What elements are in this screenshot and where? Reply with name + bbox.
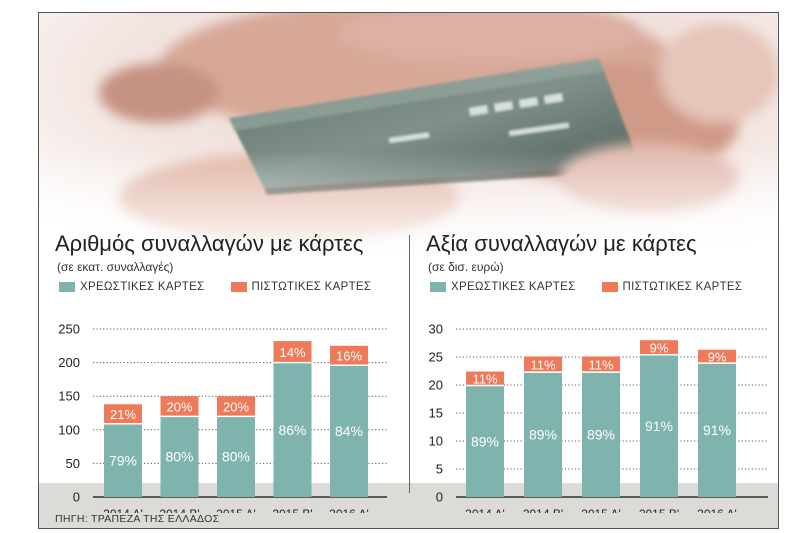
y-tick-label: 5 [436, 462, 443, 477]
debit-share-label: 79% [109, 452, 137, 468]
y-tick-label: 30 [429, 322, 443, 337]
debit-share-label: 86% [278, 422, 306, 438]
x-tick-label: 2015 Α' [581, 507, 621, 513]
infographic-frame: Αριθμός συναλλαγών με κάρτες (σε εκατ. σ… [38, 12, 779, 529]
debit-bar [273, 362, 312, 497]
legend-debit-label: ΧΡΕΩΣΤΙΚΕΣ ΚΑΡΤΕΣ [451, 281, 576, 293]
source-note: ΠΗΓΗ: ΤΡΑΠΕΖΑ ΤΗΣ ΕΛΛΑΔΟΣ [55, 513, 220, 525]
legend-item-credit: ΠΙΣΤΩΤΙΚΕΣ ΚΑΡΤΕΣ [230, 281, 372, 293]
credit-bar [466, 371, 504, 386]
y-tick-label: 100 [58, 422, 80, 437]
debit-share-label: 89% [587, 427, 615, 443]
debit-bar [160, 416, 199, 497]
right-legend: ΧΡΕΩΣΤΙΚΕΣ ΚΑΡΤΕΣ ΠΙΣΤΩΤΙΚΕΣ ΚΑΡΤΕΣ [430, 281, 768, 293]
x-tick-label: 2014 Α' [465, 507, 505, 513]
x-tick-label: 2014 Β' [523, 507, 563, 513]
debit-swatch [430, 282, 446, 292]
legend-debit-label: ΧΡΕΩΣΤΙΚΕΣ ΚΑΡΤΕΣ [80, 281, 205, 293]
credit-share-label: 21% [110, 407, 136, 422]
debit-bar [524, 372, 562, 497]
debit-share-label: 80% [222, 449, 250, 465]
transactions-value-chart: 0 5 10 15 20 25 30 89% 11% 2014 Α' 89% 11% 2014 Β' 89… [429, 322, 768, 513]
credit-bar [217, 396, 255, 417]
credit-bar [640, 340, 678, 355]
legend-item-credit: ΠΙΣΤΩΤΙΚΕΣ ΚΑΡΤΕΣ [601, 281, 743, 293]
credit-card-photo [39, 13, 778, 263]
y-tick-label: 20 [429, 378, 443, 393]
credit-share-label: 11% [588, 357, 613, 372]
credit-share-label: 9% [708, 349, 727, 364]
y-tick-label: 200 [58, 355, 80, 370]
credit-share-label: 20% [166, 399, 192, 414]
y-tick-label: 0 [436, 490, 443, 505]
chart-divider [409, 235, 410, 493]
debit-bar [582, 372, 620, 497]
credit-share-label: 16% [336, 349, 362, 364]
debit-bar [330, 365, 368, 497]
legend-item-debit: ΧΡΕΩΣΤΙΚΕΣ ΚΑΡΤΕΣ [59, 281, 205, 293]
credit-share-label: 9% [650, 340, 669, 355]
y-tick-label: 10 [429, 434, 443, 449]
credit-share-label: 11% [472, 372, 497, 387]
x-tick-label: 2015 Β' [272, 507, 312, 513]
debit-share-label: 80% [165, 449, 193, 465]
left-legend: ΧΡΕΩΣΤΙΚΕΣ ΚΑΡΤΕΣ ΠΙΣΤΩΤΙΚΕΣ ΚΑΡΤΕΣ [59, 281, 397, 293]
credit-swatch [230, 282, 247, 292]
left-chart-title: Αριθμός συναλλαγών με κάρτες [55, 231, 364, 256]
debit-share-label: 89% [471, 433, 499, 449]
x-tick-label: 2016 Α' [697, 507, 737, 513]
credit-swatch [601, 282, 618, 292]
y-tick-label: 25 [429, 350, 443, 365]
debit-share-label: 91% [703, 422, 731, 438]
y-tick-label: 0 [73, 490, 80, 505]
x-tick-label: 2014 Α' [103, 507, 143, 513]
credit-bar [330, 345, 368, 366]
debit-bar [217, 416, 255, 497]
x-tick-label: 2015 Β' [639, 507, 679, 513]
credit-share-label: 14% [279, 345, 305, 360]
credit-bar [273, 341, 312, 363]
transactions-count-chart: 0 50 100 150 200 250 79% 21% 2014 Α' 80% 20% 2014 Β… [58, 322, 387, 513]
legend-credit-label: ΠΙΣΤΩΤΙΚΕΣ ΚΑΡΤΕΣ [622, 281, 743, 293]
y-tick-label: 150 [58, 389, 80, 404]
debit-bar [640, 354, 678, 497]
x-tick-label: 2015 Α' [216, 507, 256, 513]
y-tick-label: 50 [66, 456, 80, 471]
debit-bar [104, 423, 142, 497]
right-chart-subtitle: (σε δισ. ευρώ) [428, 260, 504, 274]
credit-bar [104, 404, 142, 424]
y-tick-label: 15 [429, 406, 443, 421]
credit-bar [160, 396, 199, 417]
debit-share-label: 89% [529, 427, 557, 443]
right-chart-title: Αξία συναλλαγών με κάρτες [426, 231, 697, 256]
legend-credit-label: ΠΙΣΤΩΤΙΚΕΣ ΚΑΡΤΕΣ [251, 281, 372, 293]
credit-share-label: 20% [223, 399, 249, 414]
credit-share-label: 11% [530, 357, 555, 372]
x-tick-label: 2014 Β' [159, 507, 199, 513]
credit-bar [524, 356, 562, 373]
x-tick-label: 2016 Α' [329, 507, 369, 513]
legend-item-debit: ΧΡΕΩΣΤΙΚΕΣ ΚΑΡΤΕΣ [430, 281, 576, 293]
credit-bar [698, 349, 736, 364]
debit-bar [698, 363, 736, 497]
debit-share-label: 84% [335, 423, 363, 439]
debit-bar [466, 385, 504, 497]
debit-swatch [59, 282, 75, 292]
debit-share-label: 91% [645, 418, 673, 434]
left-chart-subtitle: (σε εκατ. συναλλαγές) [57, 260, 174, 274]
y-tick-label: 250 [58, 322, 80, 337]
credit-bar [582, 356, 620, 373]
